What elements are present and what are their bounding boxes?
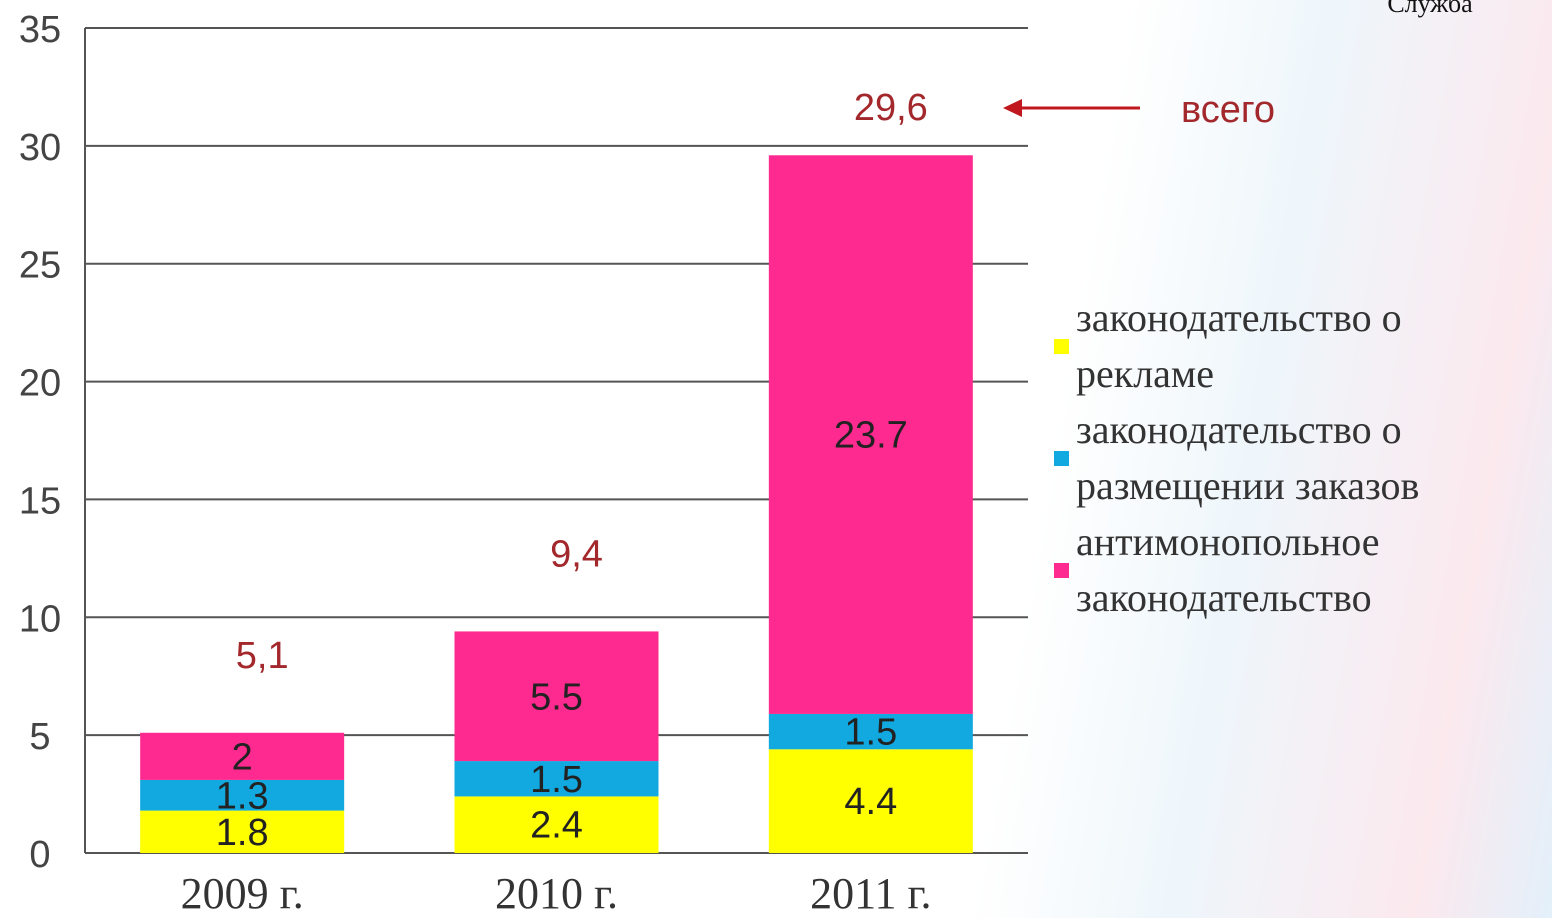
- total-label: 5,1: [236, 635, 289, 677]
- legend-swatch: [1054, 451, 1069, 466]
- legend-swatch: [1054, 563, 1069, 578]
- bar-segment: [140, 810, 345, 853]
- data-label: 23.7: [834, 415, 908, 457]
- legend-swatch: [1054, 339, 1069, 354]
- data-label: 1.5: [530, 759, 583, 801]
- y-tick-label: 15: [19, 480, 61, 522]
- data-label: 1.5: [844, 712, 897, 754]
- arrow-head: [1003, 99, 1022, 117]
- y-tick-label: 25: [19, 245, 61, 287]
- bar-segment: [768, 155, 973, 714]
- bar-segment: [140, 732, 345, 780]
- legend-label: антимонопольное законодательство: [1076, 519, 1380, 620]
- bar-segment: [140, 779, 345, 811]
- legend-item: законодательство о рекламе: [1052, 290, 1547, 402]
- legend-item: законодательство о размещении заказов: [1052, 402, 1547, 514]
- x-tick-label: 2009 г.: [181, 869, 304, 918]
- data-label: 1.8: [216, 812, 269, 854]
- y-tick-label: 0: [29, 834, 50, 876]
- bar-segment: [454, 631, 659, 762]
- bar-segment: [454, 796, 659, 853]
- legend-label: законодательство о рекламе: [1076, 295, 1402, 396]
- y-tick-label: 30: [19, 127, 61, 169]
- data-label: 5.5: [530, 676, 583, 718]
- data-label: 2: [232, 736, 253, 778]
- x-tick-label: 2010 г.: [495, 869, 618, 918]
- x-tick-label: 2011 г.: [810, 869, 931, 918]
- legend-item: антимонопольное законодательство: [1052, 514, 1547, 626]
- y-tick-label: 35: [19, 9, 61, 51]
- y-tick-label: 5: [29, 716, 50, 758]
- total-annotation: всего: [1181, 89, 1275, 131]
- data-label: 1.3: [216, 775, 269, 817]
- bar-segment: [768, 713, 973, 750]
- logo-text: Служба: [1387, 0, 1473, 18]
- total-label: 29,6: [854, 87, 928, 129]
- data-label: 4.4: [844, 781, 897, 823]
- bar-segment: [768, 749, 973, 853]
- legend: законодательство о рекламе законодательст…: [1052, 290, 1547, 626]
- bar-segment: [454, 761, 659, 797]
- data-label: 2.4: [530, 805, 583, 847]
- legend-label: законодательство о размещении заказов: [1076, 407, 1420, 508]
- y-tick-label: 20: [19, 363, 61, 405]
- total-label: 9,4: [550, 533, 603, 575]
- y-tick-label: 10: [19, 598, 61, 640]
